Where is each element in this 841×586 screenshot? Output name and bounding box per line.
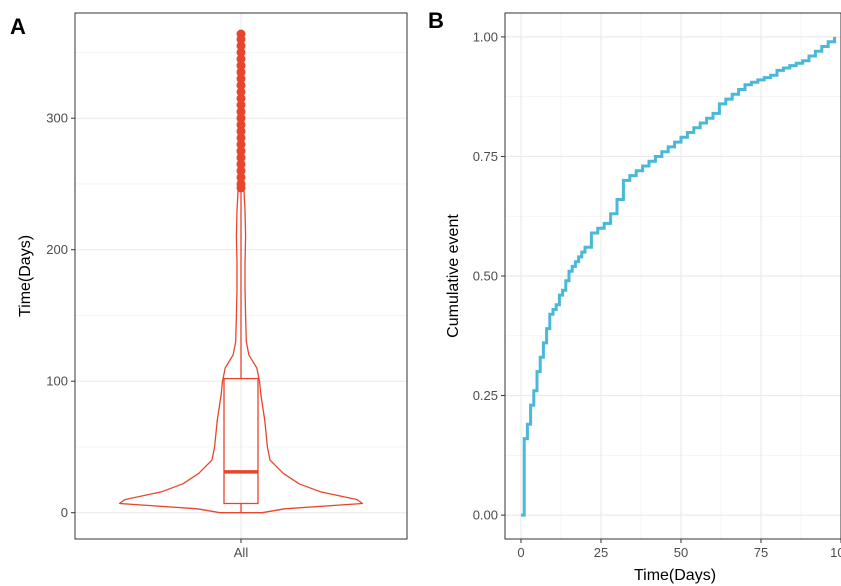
outlier-point xyxy=(236,54,246,64)
panel-a-violin-group xyxy=(118,29,364,514)
outlier-point xyxy=(236,74,246,84)
outlier-point xyxy=(236,47,246,57)
outlier-point xyxy=(236,166,246,176)
outlier-point xyxy=(236,107,246,117)
panel-b-x-axis: 0 25 50 75 100 xyxy=(517,539,841,560)
outlier-point xyxy=(236,87,246,97)
outlier-point xyxy=(236,179,246,189)
y-tick-label: 100 xyxy=(46,374,68,389)
x-tick-label: All xyxy=(234,545,249,560)
outlier-point xyxy=(236,80,246,90)
y-tick-label: 200 xyxy=(46,242,68,257)
y-tick-label: 300 xyxy=(46,111,68,126)
panel-b-y-axis-title: Cumulative event xyxy=(445,214,462,338)
outlier-point xyxy=(236,172,246,182)
outlier-point xyxy=(236,153,246,163)
outlier-point xyxy=(236,133,246,143)
y-tick-label: 0.75 xyxy=(473,149,498,164)
panel-a-y-axis: 0 100 200 300 xyxy=(46,111,75,520)
outlier-point xyxy=(236,120,246,130)
outlier-point xyxy=(236,140,246,149)
cumulative-event-line xyxy=(521,36,837,517)
panel-a-y-axis-title: Time(Days) xyxy=(17,235,34,317)
panel-a-violin-chart: 0 100 200 300 All Time(Days) xyxy=(17,12,408,560)
outlier-point xyxy=(236,113,246,123)
panel-b-gridlines xyxy=(505,13,841,539)
y-tick-label: 0.25 xyxy=(473,388,498,403)
y-tick-label: 0.00 xyxy=(473,508,498,523)
panel-b-series-group xyxy=(521,36,837,517)
outlier-point xyxy=(236,146,246,156)
panel-a-x-axis: All xyxy=(234,539,249,560)
panel-a-label: A xyxy=(10,14,26,39)
box-iqr xyxy=(223,377,259,505)
panel-b-y-axis: 0.00 0.25 0.50 0.75 1.00 xyxy=(473,29,505,523)
x-tick-label: 25 xyxy=(594,545,608,560)
y-tick-label: 1.00 xyxy=(473,29,498,44)
outlier-point xyxy=(236,61,246,71)
x-tick-label: 75 xyxy=(754,545,768,560)
outlier-point xyxy=(236,93,246,103)
panel-b-x-axis-title: Time(Days) xyxy=(634,567,716,584)
x-tick-label: 50 xyxy=(674,545,688,560)
x-tick-label: 100 xyxy=(830,545,841,560)
y-tick-label: 0.50 xyxy=(473,269,498,284)
panel-b-line-chart: 0.00 0.25 0.50 0.75 1.00 0 25 50 75 100 Cumulati… xyxy=(445,12,841,584)
outlier-point xyxy=(236,41,246,51)
outlier-point xyxy=(236,159,246,169)
outlier-point xyxy=(236,67,246,77)
y-tick-label: 0 xyxy=(61,505,68,520)
x-tick-label: 0 xyxy=(517,545,524,560)
outlier-point xyxy=(236,126,246,136)
panel-b-label: B xyxy=(428,8,444,33)
outlier-point xyxy=(236,100,246,110)
outlier-point xyxy=(236,29,246,39)
